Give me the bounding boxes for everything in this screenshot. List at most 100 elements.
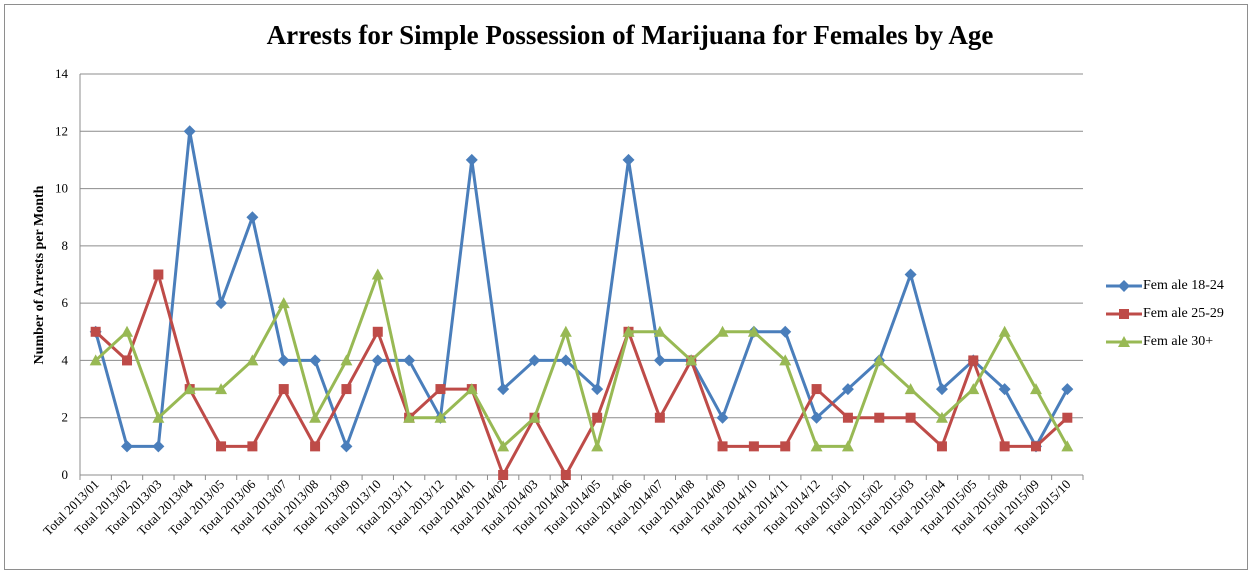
series-line [94, 273, 1069, 477]
data-point [497, 440, 510, 452]
data-point [842, 412, 853, 423]
data-point [779, 354, 792, 366]
data-point [779, 325, 792, 338]
y-tick-label: 0 [62, 467, 69, 482]
data-point [371, 268, 384, 280]
data-point [152, 411, 165, 423]
data-point [811, 384, 822, 395]
data-point [1061, 383, 1074, 396]
data-point [622, 325, 635, 337]
data-point [246, 211, 259, 224]
data-point [716, 325, 729, 337]
data-point [277, 297, 290, 309]
data-point [309, 354, 322, 367]
legend-item-female-18-24: Fem ale 18-24 [1106, 276, 1246, 304]
data-point [999, 441, 1010, 452]
data-point [810, 411, 823, 424]
data-point [497, 383, 510, 396]
data-point [685, 354, 698, 366]
data-point [1062, 412, 1073, 423]
data-point [309, 411, 322, 423]
data-point [904, 268, 917, 281]
data-point [434, 411, 447, 423]
legend-label: Fem ale 25-29 [1143, 306, 1224, 321]
data-point [122, 355, 133, 366]
data-point [183, 383, 196, 395]
data-point [498, 470, 509, 480]
data-point [935, 383, 948, 396]
data-point [1029, 383, 1042, 395]
data-point [874, 412, 885, 423]
data-point [998, 325, 1011, 337]
data-point [591, 383, 604, 396]
y-tick-label: 4 [62, 352, 69, 367]
y-tick-label: 10 [55, 181, 68, 196]
y-tick-label: 12 [55, 123, 68, 138]
series-line [94, 129, 1069, 448]
data-point [528, 411, 541, 423]
y-tick-label: 8 [62, 238, 69, 253]
legend-item-female-30-plus: Fem ale 30+ [1106, 332, 1246, 360]
data-point [873, 354, 886, 366]
series-line [94, 273, 1069, 448]
data-point [465, 153, 478, 166]
y-tick-label: 2 [62, 410, 69, 425]
data-point [403, 411, 416, 423]
data-point [1061, 440, 1074, 452]
data-point [622, 153, 635, 166]
data-point [341, 384, 352, 395]
data-point [246, 354, 259, 366]
square-marker-icon [1106, 309, 1142, 319]
data-point [559, 354, 572, 367]
data-point [215, 297, 228, 310]
data-point [278, 384, 289, 395]
data-point [560, 470, 571, 480]
chart-frame [4, 4, 1248, 570]
data-point [121, 325, 134, 337]
data-point [716, 411, 729, 424]
data-point [371, 354, 384, 367]
data-point [90, 326, 101, 337]
data-point [935, 411, 948, 423]
y-tick-label: 14 [55, 66, 69, 81]
chart-title: Arrests for Simple Possession of Marijua… [266, 20, 994, 50]
data-point [340, 440, 353, 453]
data-point [841, 383, 854, 396]
data-point [183, 125, 196, 138]
data-point [717, 441, 728, 452]
legend-label: Fem ale 30+ [1143, 334, 1214, 349]
legend: Fem ale 18-24 Fem ale 25-29 Fem ale 30+ [1106, 276, 1246, 360]
data-point [528, 354, 541, 367]
triangle-marker-icon [1106, 336, 1142, 347]
data-point [247, 441, 258, 452]
data-point [435, 384, 446, 395]
data-point [559, 325, 572, 337]
data-point [591, 440, 604, 452]
data-point [215, 383, 228, 395]
data-point [465, 383, 478, 395]
data-point [372, 326, 383, 337]
data-point [936, 441, 947, 452]
data-point [904, 383, 917, 395]
data-point [152, 440, 165, 453]
diamond-marker-icon [1106, 280, 1142, 292]
data-point [592, 412, 603, 423]
data-point [653, 354, 666, 367]
data-point [905, 412, 916, 423]
data-point [748, 441, 759, 452]
data-point [653, 325, 666, 337]
data-point [841, 440, 854, 452]
data-point [780, 441, 791, 452]
data-point [968, 355, 979, 366]
data-point [340, 354, 353, 366]
data-point [1030, 441, 1041, 452]
y-tick-label: 6 [62, 295, 69, 310]
data-point [153, 269, 164, 280]
data-point [654, 412, 665, 423]
data-point [998, 383, 1011, 396]
data-point [810, 440, 823, 452]
data-point [121, 440, 134, 453]
data-point [89, 354, 102, 366]
data-point [310, 441, 321, 452]
